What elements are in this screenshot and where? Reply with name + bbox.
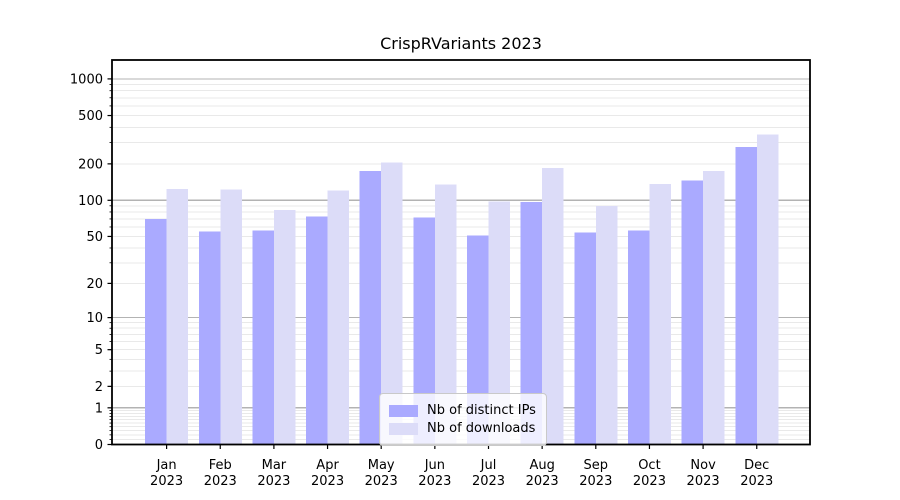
y-tick-label: 50: [86, 230, 103, 245]
x-tick-label-year: 2023: [472, 474, 505, 489]
bar-mar-downloads: [273, 210, 296, 445]
y-tick-label: 2: [95, 380, 103, 395]
x-tick-label-year: 2023: [150, 474, 183, 489]
x-tick-label-month: Dec: [744, 458, 769, 473]
y-tick-label: 5: [95, 343, 103, 358]
x-tick-label-month: Jan: [156, 458, 177, 473]
bar-nov-downloads: [703, 171, 725, 445]
bar-jun-distinct-ips: [413, 217, 435, 445]
legend-label-distinct-ips: Nb of distinct IPs: [427, 403, 536, 418]
bar-aug-distinct-ips: [520, 201, 543, 445]
y-tick-label: 1: [95, 401, 103, 416]
x-tick-label-year: 2023: [579, 474, 612, 489]
x-tick-label-year: 2023: [365, 474, 398, 489]
x-tick-label-month: Sep: [584, 458, 609, 473]
legend: Nb of distinct IPs Nb of downloads: [379, 393, 547, 446]
legend-label-downloads: Nb of downloads: [427, 421, 536, 436]
x-tick-label-month: Feb: [209, 458, 232, 473]
x-tick-label-year: 2023: [257, 474, 290, 489]
x-tick-label-year: 2023: [687, 474, 720, 489]
x-tick-label-year: 2023: [633, 474, 666, 489]
x-tick-label-month: Jul: [480, 458, 497, 473]
legend-item-distinct-ips: Nb of distinct IPs: [389, 403, 536, 418]
bar-oct-downloads: [649, 183, 671, 445]
x-tick-label-month: Apr: [316, 458, 339, 473]
bar-jan-downloads: [166, 189, 189, 445]
bar-jul-distinct-ips: [467, 235, 489, 445]
y-tick-label: 0: [95, 438, 103, 453]
legend-item-downloads: Nb of downloads: [389, 421, 536, 436]
x-tick-label-month: Oct: [638, 458, 660, 473]
bar-sep-downloads: [595, 205, 618, 445]
x-tick-label-month: Aug: [529, 458, 554, 473]
bar-dec-distinct-ips: [735, 146, 757, 445]
x-tick-label-month: Nov: [690, 458, 716, 473]
x-tick-label-month: Jun: [424, 458, 445, 473]
x-tick-label-year: 2023: [418, 474, 451, 489]
y-tick-label: 1000: [70, 72, 103, 87]
y-tick-label: 10: [86, 311, 103, 326]
bar-oct-distinct-ips: [627, 230, 650, 445]
bar-apr-downloads: [327, 190, 350, 445]
bar-nov-distinct-ips: [681, 180, 704, 445]
y-tick-label: 500: [78, 109, 103, 124]
bar-may-downloads: [381, 162, 403, 445]
x-tick-label-year: 2023: [204, 474, 237, 489]
x-tick-label-year: 2023: [526, 474, 559, 489]
bar-jul-downloads: [488, 201, 510, 445]
x-tick-label-year: 2023: [740, 474, 773, 489]
bar-sep-distinct-ips: [574, 232, 596, 445]
bar-mar-distinct-ips: [252, 230, 274, 445]
bar-jun-downloads: [434, 184, 457, 445]
y-tick-label: 100: [78, 194, 103, 209]
bar-jan-distinct-ips: [145, 218, 167, 445]
bar-dec-downloads: [756, 134, 779, 445]
bar-apr-distinct-ips: [306, 216, 328, 445]
y-tick-label: 200: [78, 157, 103, 172]
bar-may-distinct-ips: [359, 171, 382, 445]
chart-title: CrispRVariants 2023: [380, 34, 542, 53]
x-tick-label-month: Mar: [262, 458, 287, 473]
y-tick-label: 20: [86, 277, 103, 292]
x-tick-label-month: May: [368, 458, 395, 473]
legend-swatch-downloads: [389, 422, 418, 435]
legend-swatch-distinct-ips: [389, 404, 418, 417]
bar-feb-downloads: [220, 189, 242, 445]
bar-aug-downloads: [542, 167, 564, 445]
x-tick-label-year: 2023: [311, 474, 344, 489]
bar-feb-distinct-ips: [198, 231, 221, 445]
